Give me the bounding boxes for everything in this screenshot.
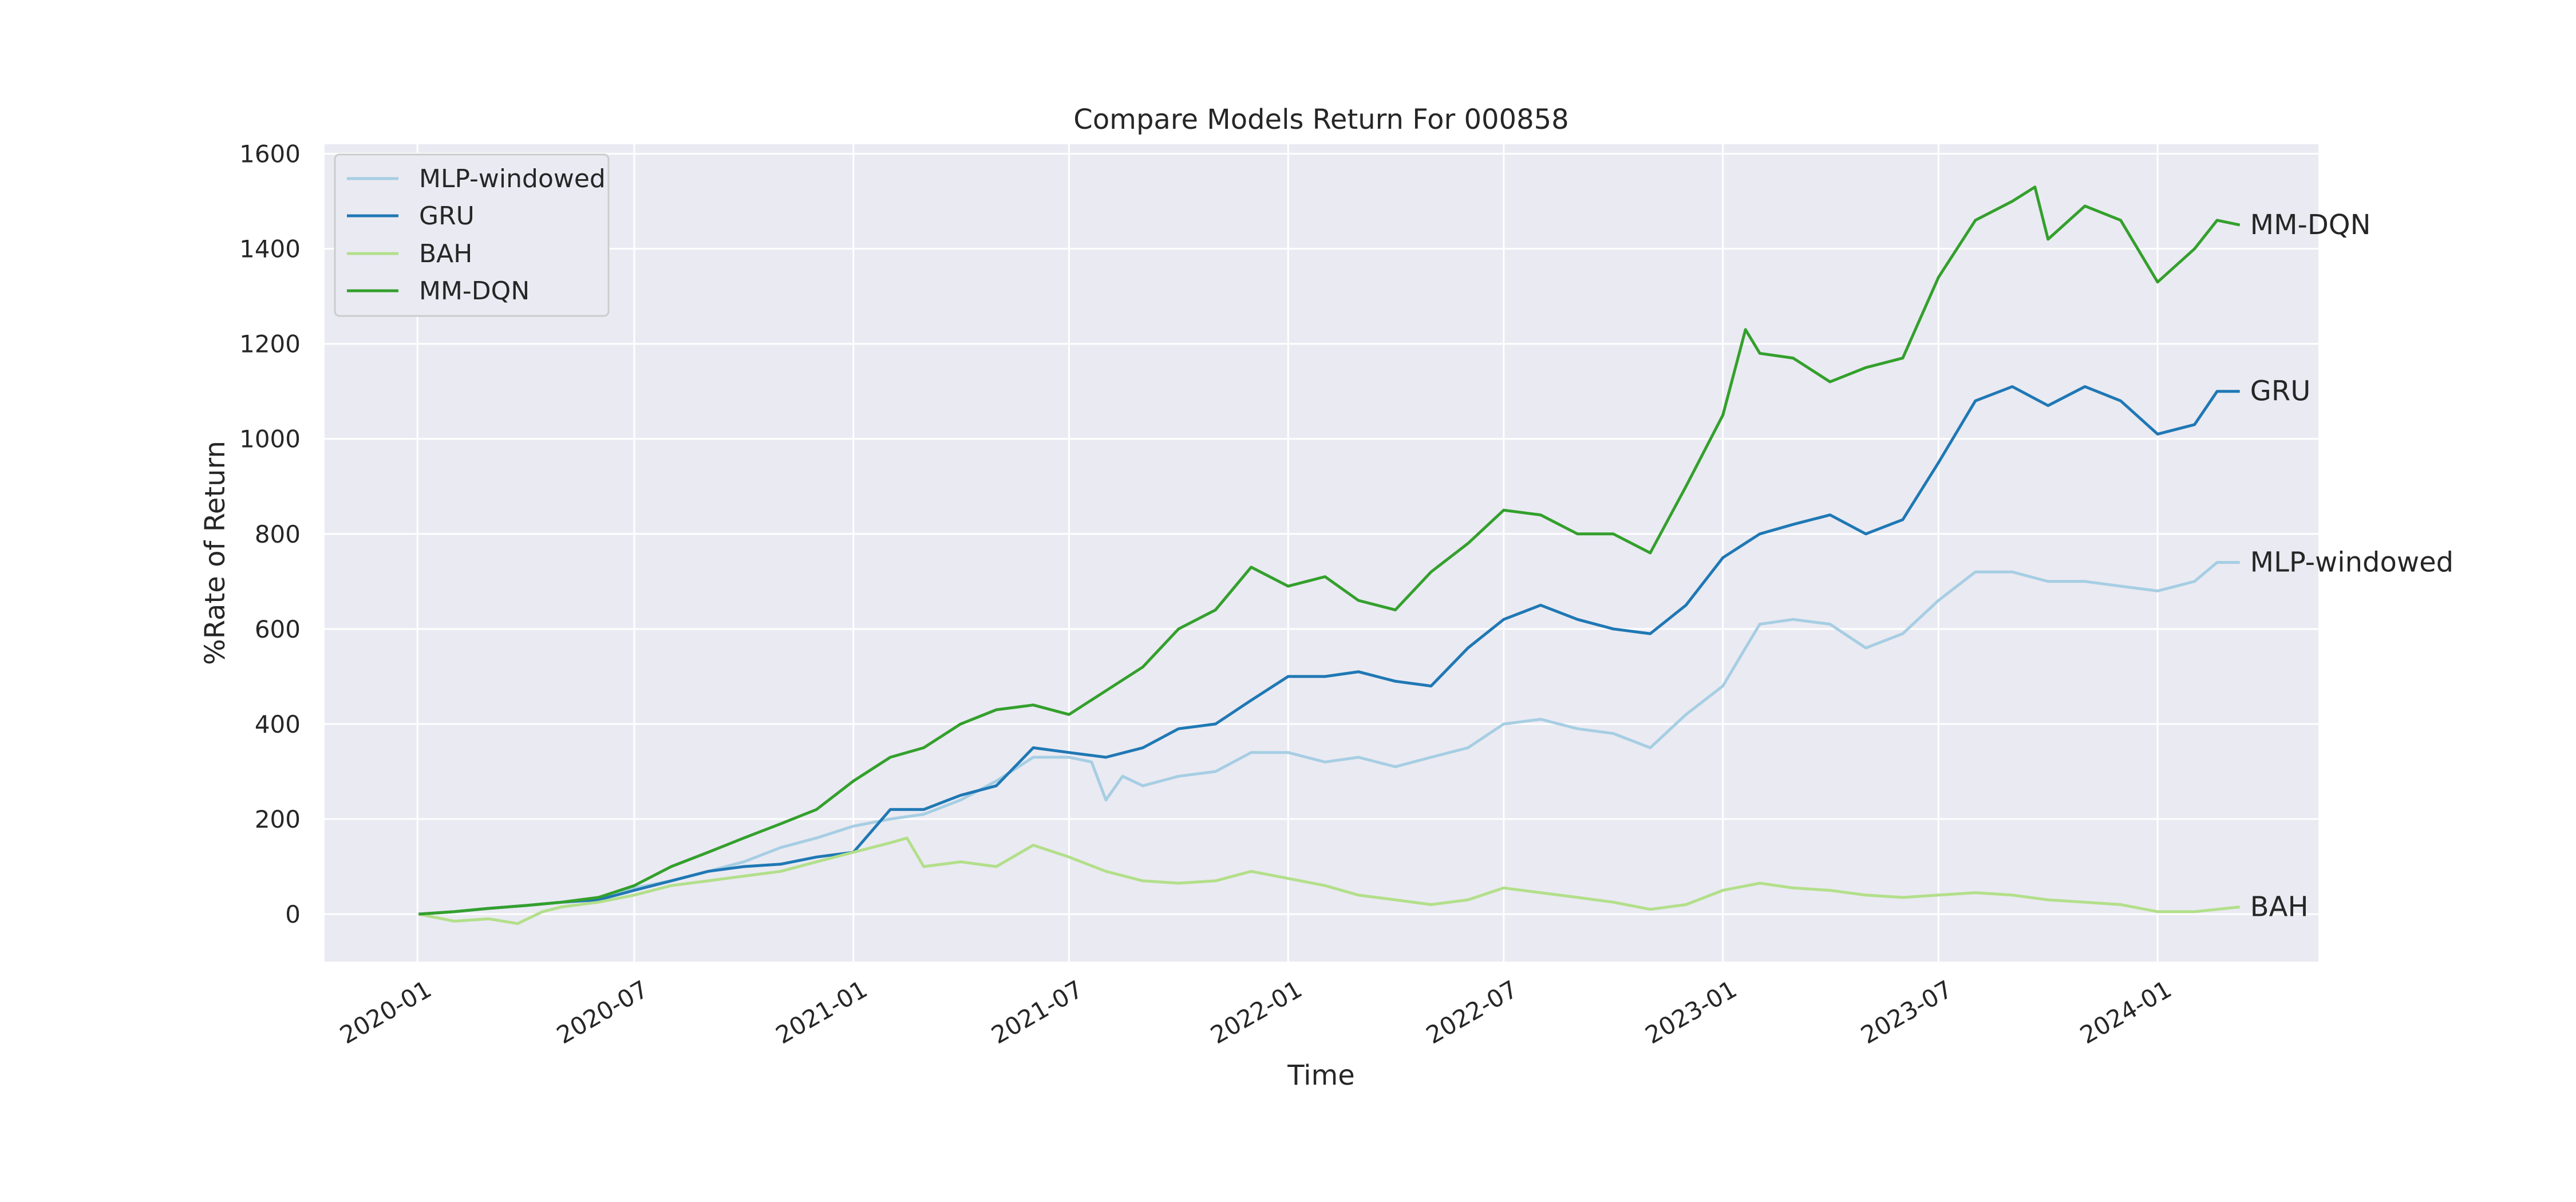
x-tick-label: 2020-01 — [335, 975, 436, 1049]
series-line-mlp-windowed — [418, 561, 2240, 916]
y-tick-label: 400 — [255, 710, 301, 738]
y-tick-label: 1600 — [239, 140, 301, 168]
x-tick-label: 2022-01 — [1206, 975, 1306, 1049]
legend-box — [334, 153, 610, 317]
x-gridlines — [416, 144, 2159, 962]
y-tick-label: 1000 — [239, 425, 301, 453]
end-label-mm-dqn: MM-DQN — [2250, 209, 2371, 241]
legend-label-bah: BAH — [419, 239, 472, 268]
series-line-bah — [418, 836, 2240, 926]
x-axis-title: Time — [1287, 1059, 1354, 1092]
x-tick-label: 2020-07 — [552, 975, 653, 1049]
y-axis-title: %Rate of Return — [199, 441, 231, 665]
legend: MLP-windowed GRU BAH MM-DQN — [334, 153, 610, 317]
y-tick-label: 0 — [285, 900, 301, 928]
series-layer — [418, 185, 2241, 926]
y-gridlines — [325, 153, 2318, 915]
x-tick-label: 2023-01 — [1641, 975, 1741, 1049]
y-tick-labels: 0 200 400 600 800 1000 1200 1400 1600 — [239, 140, 301, 928]
y-tick-label: 600 — [255, 615, 301, 643]
end-label-mlp-windowed: MLP-windowed — [2250, 547, 2453, 579]
plot-area — [325, 144, 2318, 962]
legend-label-mlp-windowed: MLP-windowed — [419, 164, 606, 193]
y-tick-label: 800 — [255, 520, 301, 548]
end-label-gru: GRU — [2250, 375, 2311, 408]
y-tick-label: 1400 — [239, 235, 301, 263]
x-tick-label: 2022-07 — [1421, 975, 1522, 1049]
x-tick-label: 2024-01 — [2075, 975, 2176, 1049]
y-tick-label: 200 — [255, 805, 301, 833]
x-tick-label: 2023-07 — [1856, 975, 1957, 1049]
legend-label-gru: GRU — [419, 201, 475, 231]
x-tick-label: 2021-07 — [987, 975, 1088, 1049]
series-line-mm-dqn — [418, 185, 2241, 916]
end-labels: MLP-windowed GRU BAH MM-DQN — [2250, 209, 2453, 923]
legend-label-mm-dqn: MM-DQN — [419, 276, 530, 306]
series-line-gru — [418, 385, 2240, 916]
y-tick-label: 1200 — [239, 330, 301, 358]
end-label-bah: BAH — [2250, 891, 2309, 923]
chart-title: Compare Models Return For 000858 — [1073, 104, 1568, 136]
x-tick-label: 2021-01 — [771, 975, 872, 1049]
x-tick-labels: 2020-01 2020-07 2021-01 2021-07 2022-01 2022-… — [335, 975, 2176, 1049]
